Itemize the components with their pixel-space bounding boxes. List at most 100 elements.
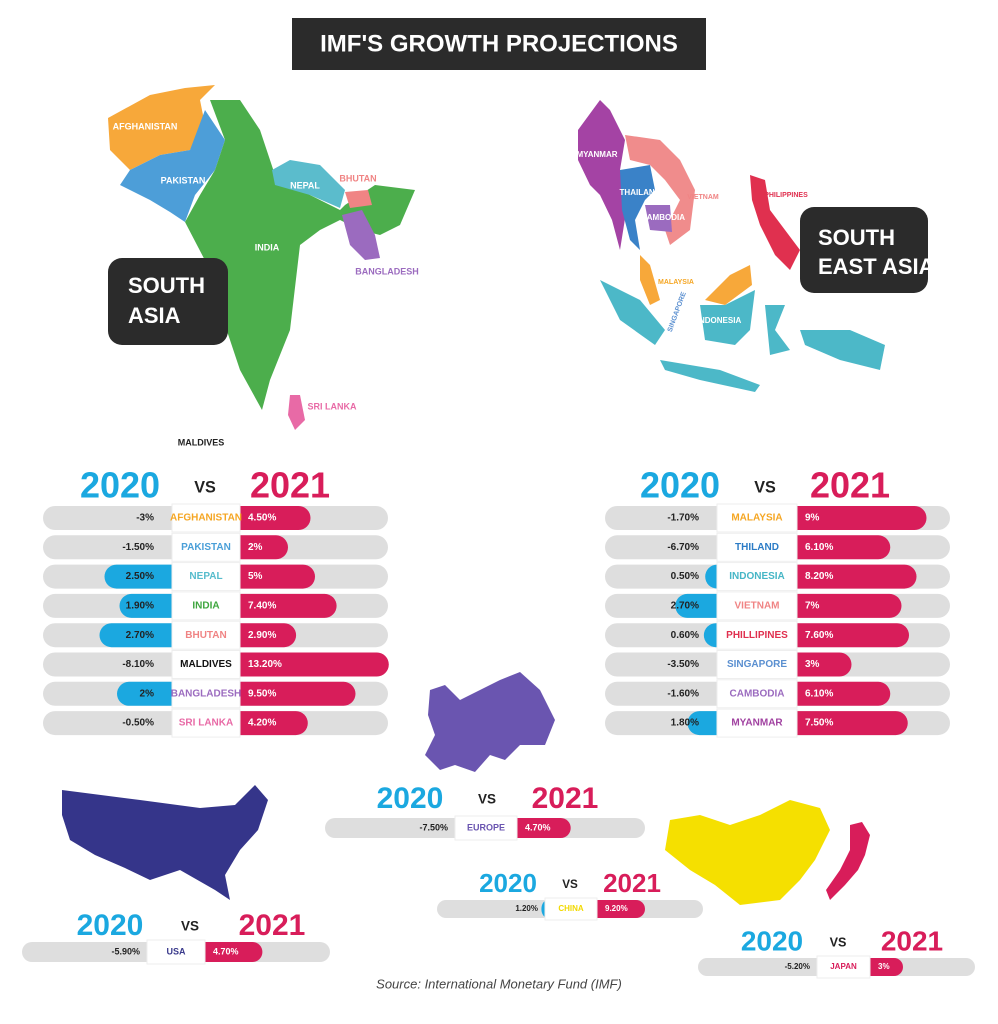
map-label: MYANMAR [576, 150, 617, 159]
south-east-asia-map [578, 100, 885, 392]
bar-2021 [785, 506, 927, 530]
map-label: BANGLADESH [355, 266, 419, 276]
value-2021: 9.50% [248, 688, 276, 699]
value-2020: 2% [140, 688, 155, 699]
map-label: NEPAL [290, 180, 320, 190]
value-2021: 2% [248, 542, 263, 553]
map-label: SRI LANKA [308, 401, 357, 411]
value-2020: 1.90% [126, 601, 154, 612]
value-2021: 3% [805, 659, 820, 670]
value-2020: 2.70% [126, 630, 154, 641]
source: Source: International Monetary Fund (IMF… [376, 976, 622, 991]
vs: VS [478, 792, 496, 807]
country: MALDIVES [180, 659, 232, 670]
year-b: 2021 [532, 782, 599, 815]
bar-2021 [228, 535, 288, 560]
bar-2021 [861, 958, 903, 976]
title: IMF'S GROWTH PROJECTIONS [320, 30, 678, 57]
country-cell [454, 815, 518, 841]
value-2021: 13.20% [248, 659, 282, 670]
bar-2021 [228, 681, 356, 706]
region-label: EAST ASIA [818, 254, 935, 279]
bar-2021 [785, 681, 891, 706]
country-cell [171, 503, 241, 533]
country: JAPAN [830, 962, 857, 971]
region-box [800, 207, 928, 293]
bar-2021 [228, 711, 308, 736]
value-2021: 7% [805, 601, 820, 612]
value-2021: 5% [248, 571, 263, 582]
bar-2021 [507, 818, 571, 838]
value-2021: 7.60% [805, 630, 833, 641]
bar-2021 [785, 535, 891, 560]
country: MYANMAR [731, 718, 783, 729]
bar-2021 [228, 652, 389, 677]
country: BANGLADESH [171, 688, 242, 699]
value-2020: 1.20% [515, 904, 538, 913]
map-label: CAMBODIA [641, 213, 685, 222]
south-asia-map [108, 85, 415, 430]
country: CAMBODIA [730, 688, 785, 699]
bar-2021 [228, 593, 337, 618]
value-2021: 7.40% [248, 601, 276, 612]
value-2020: -6.70% [667, 542, 699, 553]
value-2021: 4.70% [213, 946, 239, 956]
country-cell [716, 591, 798, 621]
value-2021: 3% [878, 962, 890, 971]
country-cell [171, 562, 241, 592]
bar-2020 [99, 623, 184, 648]
bar-2020 [119, 593, 184, 618]
bar-2020 [675, 593, 729, 618]
bar-2021 [195, 942, 263, 962]
country-cell [171, 708, 241, 738]
value-2021: 6.10% [805, 542, 833, 553]
title-box [292, 18, 706, 70]
europe-map [425, 672, 555, 772]
value-2020: -1.70% [667, 513, 699, 524]
vs: VS [181, 919, 199, 934]
country-cell [716, 503, 798, 533]
country: CHINA [558, 904, 584, 913]
vs: VS [754, 478, 776, 496]
year-b: 2021 [881, 925, 943, 956]
value-2020: 0.60% [671, 630, 699, 641]
country-cell [716, 650, 798, 679]
japan-map [826, 822, 870, 900]
year-b: 2021 [810, 465, 890, 506]
country-cell [171, 650, 241, 679]
map-label: PHILIPPINES [764, 192, 808, 199]
country: EUROPE [467, 822, 505, 832]
country: INDONESIA [729, 571, 785, 582]
value-2021: 6.10% [805, 688, 833, 699]
map-label: INDIA [255, 242, 280, 252]
region-label: ASIA [128, 303, 181, 328]
country: VIETNAM [735, 601, 780, 612]
bar-2021 [228, 506, 311, 530]
map-label: BHUTAN [339, 173, 376, 183]
country-cell [716, 679, 798, 709]
country-cell [544, 897, 598, 921]
value-2020: -5.20% [785, 962, 810, 971]
country: PHILLIPINES [726, 630, 788, 641]
vs: VS [830, 935, 847, 949]
map-label: VIETNAM [687, 194, 719, 201]
map-label: SINGAPORE [667, 291, 688, 333]
year-b: 2021 [239, 909, 306, 942]
country-cell [816, 955, 871, 979]
bar-2021 [785, 711, 908, 736]
country: USA [166, 946, 186, 956]
bar-2021 [228, 623, 297, 648]
usa-map [62, 785, 268, 900]
country: PAKISTAN [181, 542, 231, 553]
value-2021: 4.50% [248, 513, 276, 524]
value-2021: 4.20% [248, 718, 276, 729]
year-a: 2020 [80, 465, 160, 506]
map-label: PAKISTAN [161, 175, 206, 185]
country: SINGAPORE [727, 659, 787, 670]
country-cell [716, 620, 798, 650]
value-2020: -3% [136, 513, 154, 524]
value-2021: 7.50% [805, 718, 833, 729]
value-2021: 2.90% [248, 630, 276, 641]
map-label: AFGHANISTAN [113, 121, 178, 131]
map-label: INDONESIA [697, 316, 742, 325]
